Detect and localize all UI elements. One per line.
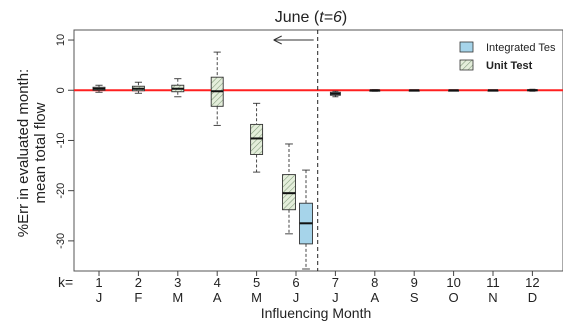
legend-swatch-unit bbox=[459, 59, 474, 71]
x-tick-label-month: J bbox=[293, 290, 300, 305]
y-tick-label: -30 bbox=[55, 233, 67, 249]
x-axis-label: Influencing Month bbox=[261, 305, 372, 321]
y-axis-label-line-2: mean total flow bbox=[32, 102, 49, 203]
x-tick-label-month: S bbox=[410, 290, 419, 305]
y-tick-label: 0 bbox=[55, 87, 67, 93]
x-tick-label-k: 12 bbox=[525, 275, 539, 290]
x-tick-label-k: 8 bbox=[371, 275, 378, 290]
legend-label-integrated: Integrated Tes bbox=[486, 42, 556, 54]
unit-test-box-1 bbox=[92, 84, 106, 93]
integrated-test-box-8 bbox=[369, 89, 381, 92]
x-tick-label-k: 11 bbox=[486, 275, 500, 290]
x-tick-label-k: 5 bbox=[253, 275, 260, 290]
unit-test-box-2 bbox=[131, 81, 145, 94]
x-tick-label-k: 1 bbox=[95, 275, 102, 290]
integrated-test-box-12 bbox=[526, 88, 538, 92]
y-tick-label: 10 bbox=[55, 34, 67, 46]
x-tick-label-month: D bbox=[528, 290, 537, 305]
x-tick-label-k: 7 bbox=[332, 275, 339, 290]
period-divider bbox=[273, 30, 319, 271]
x-tick-label-month: F bbox=[134, 290, 142, 305]
integrated-test-box-6 bbox=[299, 169, 313, 270]
y-tick-label: -10 bbox=[55, 133, 67, 149]
legend: Integrated Tes Unit Test bbox=[459, 41, 556, 72]
x-tick-label-month: O bbox=[449, 290, 459, 305]
x-tick-label-k: 2 bbox=[135, 275, 142, 290]
integrated-test-box-10 bbox=[448, 89, 460, 92]
x-tick-label-k: 3 bbox=[174, 275, 181, 290]
plot-frame bbox=[73, 29, 563, 272]
k-label: k= bbox=[58, 274, 73, 290]
y-axis-label-line-1: %Err in evaluated month: bbox=[15, 69, 32, 237]
x-tick-label-month: J bbox=[332, 290, 339, 305]
x-tick-label-month: A bbox=[370, 290, 379, 305]
x-tick-label-month: M bbox=[251, 290, 262, 305]
y-axis-label: %Err in evaluated month: mean total flow bbox=[15, 69, 49, 237]
x-tick-label-month: M bbox=[172, 290, 183, 305]
integrated-test-box-7 bbox=[329, 90, 341, 98]
x-tick-label-k: 4 bbox=[214, 275, 221, 290]
x-tick-label-k: 9 bbox=[411, 275, 418, 290]
unit-test-box-6 bbox=[282, 143, 296, 235]
legend-label-unit: Unit Test bbox=[486, 60, 533, 72]
y-axis: 10 0 -10 -20 -30 bbox=[55, 34, 74, 249]
y-tick-label: -20 bbox=[55, 183, 67, 199]
integrated-test-box-9 bbox=[408, 89, 420, 92]
x-tick-label-month: N bbox=[488, 290, 497, 305]
box-series bbox=[92, 51, 538, 270]
unit-test-box-3 bbox=[171, 78, 185, 98]
x-tick-label-k: 6 bbox=[292, 275, 299, 290]
unit-test-box-4 bbox=[210, 51, 224, 126]
x-tick-label-month: A bbox=[213, 290, 222, 305]
x-tick-label-month: J bbox=[96, 290, 103, 305]
integrated-test-box-11 bbox=[487, 89, 499, 92]
box-body bbox=[250, 123, 264, 155]
x-tick-label-k: 10 bbox=[446, 275, 460, 290]
box-body bbox=[282, 174, 296, 211]
legend-swatch-integrated bbox=[459, 41, 474, 53]
divider-arrow-head bbox=[273, 35, 282, 45]
unit-test-box-5 bbox=[250, 102, 264, 173]
chart-title: June (t=6) bbox=[275, 9, 347, 26]
